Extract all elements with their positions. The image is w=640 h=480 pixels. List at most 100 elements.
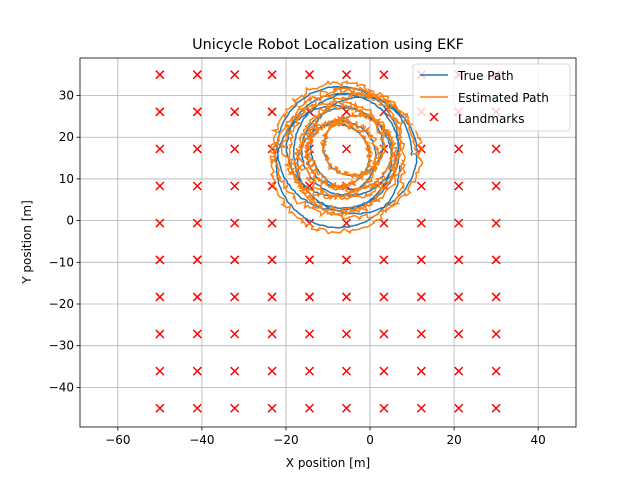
- landmark-marker: [379, 70, 389, 80]
- landmark-marker: [416, 329, 426, 339]
- plot-frame: [79, 57, 577, 428]
- legend: True Path Estimated Path Landmarks: [412, 63, 571, 132]
- legend-label-true-path: True Path: [457, 69, 514, 83]
- y-tick-label: −20: [49, 297, 74, 311]
- landmark-marker: [491, 292, 501, 302]
- landmark-marker: [304, 255, 315, 265]
- landmark-marker: [304, 70, 315, 80]
- landmark-marker: [491, 366, 501, 376]
- y-tick-label: −40: [49, 380, 74, 394]
- x-axis-label: X position [m]: [286, 456, 370, 470]
- landmark-marker: [454, 403, 464, 413]
- landmark-marker: [155, 218, 165, 228]
- landmark-marker: [379, 329, 389, 339]
- landmark-marker: [155, 70, 165, 80]
- landmark-marker: [230, 255, 240, 265]
- landmark-marker: [267, 218, 277, 228]
- landmark-marker: [267, 292, 277, 302]
- landmark-marker: [379, 403, 389, 413]
- landmark-marker: [379, 292, 389, 302]
- landmark-marker: [192, 366, 202, 376]
- landmark-marker: [230, 181, 240, 191]
- landmark-marker: [341, 70, 352, 80]
- landmark-marker: [230, 366, 240, 376]
- landmark-marker: [267, 329, 277, 339]
- landmark-marker: [416, 366, 426, 376]
- landmark-marker: [416, 218, 426, 228]
- landmark-marker: [230, 292, 240, 302]
- y-tick-label: −30: [49, 339, 74, 353]
- y-tick-label: −10: [49, 255, 74, 269]
- landmark-marker: [155, 144, 165, 154]
- landmark-marker: [155, 403, 165, 413]
- y-tick-label: 10: [59, 172, 74, 186]
- landmark-marker: [416, 403, 426, 413]
- x-tick-label: −20: [273, 433, 298, 447]
- landmark-marker: [230, 144, 240, 154]
- x-tick-label: 0: [366, 433, 374, 447]
- true-path-line: [275, 85, 419, 229]
- landmark-marker: [192, 403, 202, 413]
- landmark-marker: [155, 255, 165, 265]
- landmark-marker: [192, 107, 202, 117]
- landmark-marker: [192, 181, 202, 191]
- paths-layer: [269, 80, 424, 235]
- landmark-marker: [491, 329, 501, 339]
- landmark-marker: [304, 403, 315, 413]
- legend-label-estimated-path: Estimated Path: [458, 91, 549, 105]
- landmark-marker: [267, 181, 277, 191]
- landmark-marker: [304, 292, 315, 302]
- landmark-marker: [491, 144, 501, 154]
- x-tick-label: −60: [105, 433, 130, 447]
- landmark-marker: [230, 218, 240, 228]
- x-tick-label: 20: [446, 433, 461, 447]
- landmark-marker: [267, 403, 277, 413]
- landmark-marker: [454, 292, 464, 302]
- landmark-marker: [192, 70, 202, 80]
- landmark-marker: [341, 329, 352, 339]
- landmark-marker: [155, 329, 165, 339]
- landmark-marker: [491, 218, 501, 228]
- legend-frame: [412, 63, 571, 132]
- landmark-marker: [230, 107, 240, 117]
- landmark-marker: [155, 366, 165, 376]
- landmark-marker: [416, 255, 426, 265]
- landmark-marker: [454, 329, 464, 339]
- landmark-marker: [192, 144, 202, 154]
- landmark-marker: [379, 218, 389, 228]
- chart-title: Unicycle Robot Localization using EKF: [192, 37, 464, 53]
- landmark-marker: [192, 292, 202, 302]
- landmark-marker: [192, 255, 202, 265]
- legend-swatch-landmarks: [429, 112, 439, 122]
- landmark-marker: [341, 218, 352, 228]
- y-axis-ticks: −40 −30 −20 −10 0 10 20 30: [49, 89, 80, 394]
- y-tick-label: 0: [66, 214, 74, 228]
- landmark-marker: [454, 218, 464, 228]
- landmark-marker: [341, 403, 352, 413]
- landmark-marker: [155, 292, 165, 302]
- landmark-marker: [454, 366, 464, 376]
- x-tick-label: 40: [531, 433, 546, 447]
- y-axis-label: Y position [m]: [20, 200, 34, 285]
- landmark-marker: [192, 329, 202, 339]
- landmark-marker: [304, 181, 315, 191]
- landmark-marker: [267, 255, 277, 265]
- estimated-path-line: [269, 80, 424, 235]
- landmark-marker: [454, 144, 464, 154]
- landmark-marker: [230, 403, 240, 413]
- legend-label-landmarks: Landmarks: [458, 112, 524, 126]
- landmark-marker: [341, 144, 352, 154]
- landmark-marker: [155, 107, 165, 117]
- landmark-marker: [155, 181, 165, 191]
- landmark-marker: [341, 292, 352, 302]
- landmark-marker: [267, 70, 277, 80]
- landmark-marker: [491, 403, 501, 413]
- landmark-marker: [267, 107, 277, 117]
- y-tick-label: 30: [59, 89, 74, 103]
- landmark-marker: [192, 218, 202, 228]
- landmark-marker: [304, 366, 315, 376]
- landmark-marker: [454, 255, 464, 265]
- landmark-marker: [491, 181, 501, 191]
- y-tick-label: 20: [59, 130, 74, 144]
